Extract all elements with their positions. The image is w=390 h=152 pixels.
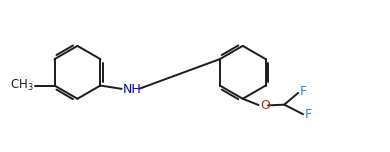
Text: F: F	[305, 108, 312, 121]
Text: O: O	[260, 99, 270, 112]
Text: F: F	[300, 85, 307, 98]
Text: CH$_3$: CH$_3$	[9, 78, 33, 93]
Text: NH: NH	[122, 83, 141, 96]
